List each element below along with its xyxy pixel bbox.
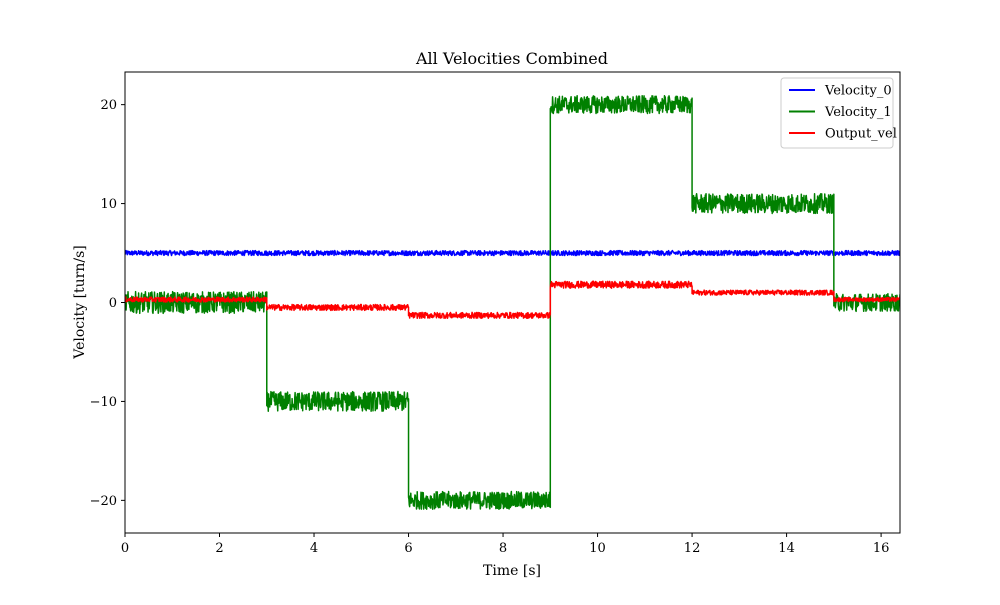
- x-tick-label: 8: [499, 541, 507, 556]
- legend: Velocity_0 Velocity_1 Output_vel: [780, 77, 897, 149]
- legend-box: [780, 77, 894, 149]
- x-tick-label: 10: [589, 541, 606, 556]
- x-tick-label: 2: [215, 541, 223, 556]
- legend-label: Velocity_1: [824, 105, 892, 120]
- y-axis: −20 −10 0 10 20: [90, 98, 125, 509]
- x-tick-label: 4: [310, 541, 318, 556]
- x-tick-label: 0: [121, 541, 129, 556]
- series-layer: [125, 95, 900, 510]
- y-tick-label: −20: [90, 494, 117, 509]
- x-axis-title: Time [s]: [483, 563, 541, 579]
- x-tick-label: 12: [684, 541, 701, 556]
- series-line-output-vel: [125, 280, 900, 320]
- x-tick-label: 14: [778, 541, 795, 556]
- y-tick-label: 0: [109, 296, 117, 311]
- chart-title: All Velocities Combined: [415, 49, 608, 68]
- legend-label: Output_vel: [825, 127, 897, 142]
- legend-label: Velocity_0: [824, 84, 892, 99]
- series-line-velocity-1: [125, 95, 900, 510]
- y-tick-label: −10: [90, 395, 117, 410]
- y-tick-label: 10: [100, 197, 117, 212]
- y-tick-label: 20: [100, 98, 117, 113]
- x-tick-label: 6: [404, 541, 412, 556]
- series-line-velocity-0: [125, 249, 900, 257]
- x-tick-label: 16: [873, 541, 890, 556]
- x-axis: 0 2 4 6 8 10 12 14 16: [121, 533, 890, 556]
- y-axis-title: Velocity [turn/s]: [72, 245, 88, 360]
